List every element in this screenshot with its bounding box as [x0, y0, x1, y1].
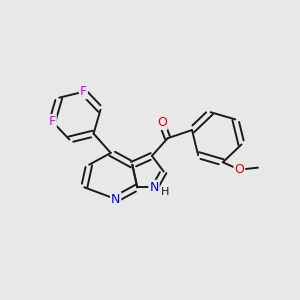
Text: O: O [157, 116, 167, 129]
Text: O: O [234, 163, 244, 176]
Text: F: F [80, 85, 87, 98]
Text: H: H [161, 187, 169, 197]
Text: N: N [111, 193, 120, 206]
Text: N: N [149, 181, 159, 194]
Text: F: F [49, 115, 56, 128]
